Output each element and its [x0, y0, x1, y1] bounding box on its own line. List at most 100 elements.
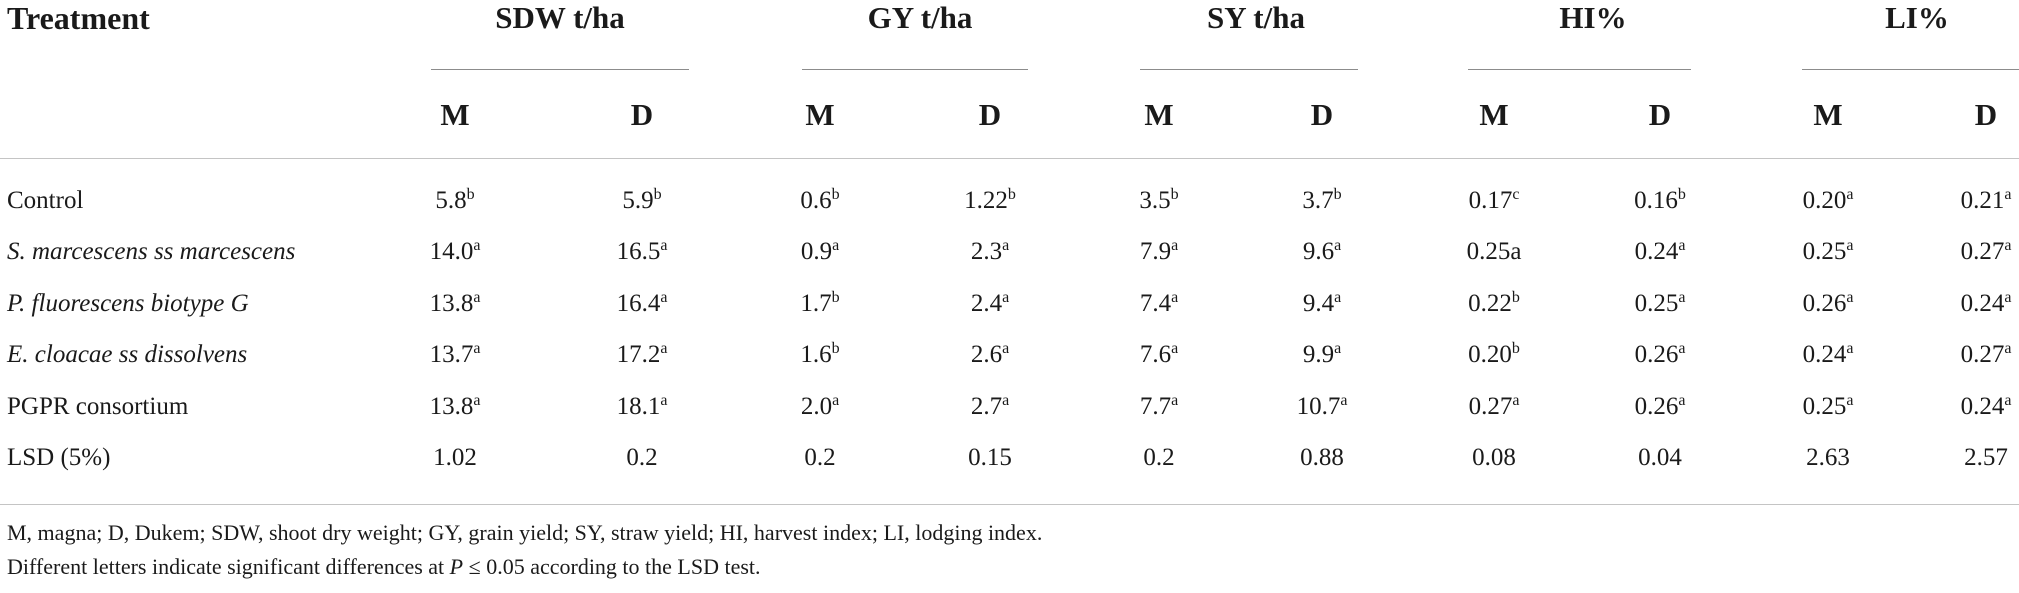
- cell-value: 5.9: [622, 187, 654, 214]
- subheader-sy-d: D: [1310, 97, 1334, 132]
- table-cell: 3.5b: [1139, 187, 1178, 215]
- significance-letter: a: [1678, 340, 1686, 357]
- cell-value: 9.4: [1302, 290, 1335, 317]
- significance-letter: a: [1002, 340, 1010, 357]
- group-rule-hi: [1468, 69, 1691, 70]
- group-rule-sy: [1140, 69, 1358, 70]
- significance-letter: a: [1340, 392, 1348, 409]
- cell-value: 0.27: [1468, 393, 1513, 420]
- table-cell: 2.63: [1806, 444, 1850, 472]
- cell-value: 0.24: [1634, 238, 1679, 265]
- cell-value: 7.9: [1139, 238, 1172, 265]
- cell-value: 16.5: [616, 238, 661, 265]
- significance-letter: a: [1846, 237, 1854, 254]
- footnote-significance-after: ≤ 0.05 according to the LSD test.: [463, 554, 761, 579]
- table-cell: 0.04: [1638, 444, 1682, 472]
- table-cell: 0.24a: [1961, 393, 2012, 421]
- table-cell: 1.02: [433, 444, 477, 472]
- cell-value: 16.4: [616, 290, 661, 317]
- table-cell: 1.6b: [800, 341, 839, 369]
- significance-letter: b: [831, 186, 840, 203]
- table-cell: 0.25a: [1467, 238, 1522, 266]
- significance-letter: a: [2004, 392, 2012, 409]
- significance-letter: a: [2004, 237, 2012, 254]
- row-label: P. fluorescens biotype G: [7, 290, 249, 317]
- significance-letter: a: [1171, 237, 1179, 254]
- table-cell: 0.20a: [1803, 187, 1854, 215]
- table-cell: 0.25a: [1803, 393, 1854, 421]
- group-rule-sdw: [431, 69, 689, 70]
- footnote-abbreviations: M, magna; D, Dukem; SDW, shoot dry weigh…: [7, 520, 1043, 545]
- significance-letter: b: [1170, 186, 1179, 203]
- cell-value: 2.0: [800, 393, 833, 420]
- significance-letter: a: [1171, 289, 1179, 306]
- table-cell: 0.26a: [1635, 341, 1686, 369]
- significance-letter: b: [1333, 186, 1342, 203]
- cell-value: 0.25a: [1466, 238, 1522, 265]
- significance-letter: b: [1511, 340, 1520, 357]
- significance-letter: a: [1334, 237, 1342, 254]
- table-cell: 0.2: [1143, 444, 1174, 472]
- table-cell: 0.22b: [1468, 290, 1520, 318]
- group-header-hi: HI%: [1559, 0, 1627, 35]
- subheader-li-m: M: [1813, 97, 1843, 132]
- cell-value: 13.8: [429, 290, 474, 317]
- cell-value: 3.7: [1302, 187, 1334, 214]
- table-cell: 0.25a: [1635, 290, 1686, 318]
- significance-letter: a: [1002, 289, 1010, 306]
- table-cell: 0.27a: [1961, 238, 2012, 266]
- table-cell: 5.8b: [435, 187, 474, 215]
- footnote-p-symbol: P: [449, 554, 464, 579]
- cell-value: 9.9: [1302, 341, 1335, 368]
- table-cell: 9.4a: [1303, 290, 1341, 318]
- row-label: S. marcescens ss marcescens: [7, 238, 296, 265]
- significance-letter: a: [1678, 392, 1686, 409]
- cell-value: 0.16: [1634, 187, 1678, 214]
- table-cell: 13.7a: [430, 341, 481, 369]
- significance-letter: a: [473, 392, 481, 409]
- group-header-gy: GY t/ha: [867, 0, 973, 35]
- cell-value: 7.7: [1139, 393, 1172, 420]
- cell-value: 2.63: [1806, 444, 1850, 471]
- table-cell: 0.26a: [1803, 290, 1854, 318]
- table-cell: 1.7b: [800, 290, 839, 318]
- header-divider: [0, 158, 2019, 159]
- significance-letter: a: [473, 289, 481, 306]
- cell-value: 0.21: [1960, 187, 2005, 214]
- table-cell: 13.8a: [430, 290, 481, 318]
- table-cell: 7.9a: [1140, 238, 1178, 266]
- table-cell: 16.4a: [617, 290, 668, 318]
- significance-letter: b: [831, 289, 840, 306]
- significance-letter: a: [1171, 392, 1179, 409]
- subheader-sy-m: M: [1144, 97, 1174, 132]
- significance-letter: a: [1846, 186, 1854, 203]
- table-cell: 3.7b: [1302, 187, 1341, 215]
- cell-value: 0.2: [626, 444, 658, 471]
- table-cell: 0.88: [1300, 444, 1344, 472]
- subheader-sdw-m: M: [440, 97, 470, 132]
- table-cell: 7.7a: [1140, 393, 1178, 421]
- significance-letter: a: [2004, 340, 2012, 357]
- significance-letter: a: [1002, 237, 1010, 254]
- table-cell: 13.8a: [430, 393, 481, 421]
- table-cell: 0.15: [968, 444, 1012, 472]
- cell-value: 0.2: [804, 444, 836, 471]
- cell-value: 0.27: [1960, 341, 2005, 368]
- cell-value: 0.25: [1802, 238, 1847, 265]
- significance-letter: b: [831, 340, 840, 357]
- table-cell: 7.6a: [1140, 341, 1178, 369]
- table-cell: 0.26a: [1635, 393, 1686, 421]
- table-cell: 0.24a: [1803, 341, 1854, 369]
- significance-letter: a: [473, 237, 481, 254]
- table-cell: 10.7a: [1297, 393, 1348, 421]
- cell-value: 2.7: [970, 393, 1003, 420]
- cell-value: 1.7: [800, 290, 832, 317]
- significance-letter: a: [1846, 340, 1854, 357]
- cell-value: 3.5: [1139, 187, 1171, 214]
- cell-value: 0.26: [1634, 393, 1679, 420]
- cell-value: 2.57: [1964, 444, 2008, 471]
- cell-value: 0.9: [800, 238, 833, 265]
- significance-letter: a: [473, 340, 481, 357]
- table-cell: 0.21a: [1961, 187, 2012, 215]
- subheader-gy-d: D: [978, 97, 1002, 132]
